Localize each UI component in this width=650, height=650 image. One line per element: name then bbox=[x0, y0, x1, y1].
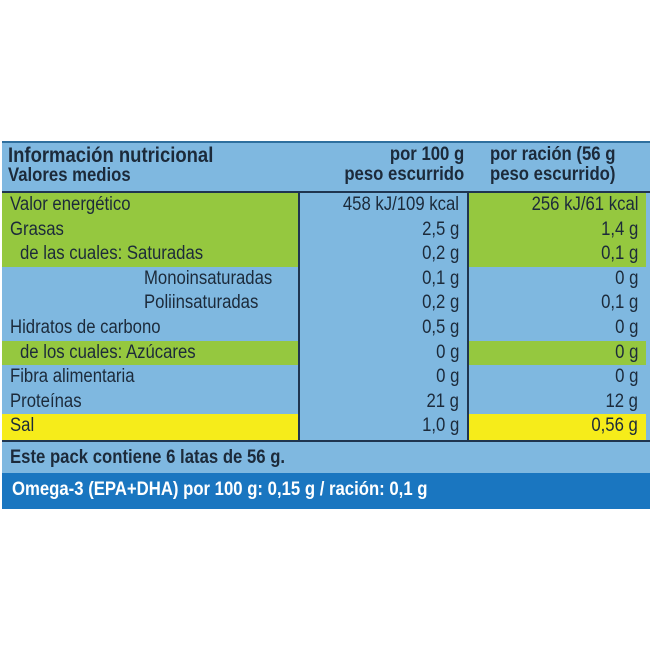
column-header-per-100g-line2: peso escurrido bbox=[344, 164, 464, 185]
nutrient-name: Valor energético bbox=[10, 194, 131, 215]
table-row-carbohydrates: Hidratos de carbono 0,5 g 0 g bbox=[2, 315, 650, 341]
nutrient-name: de los cuales: Azúcares bbox=[20, 341, 196, 363]
value-per-100g: 458 kJ/109 kcal bbox=[342, 194, 459, 215]
column-header-per-serving: por ración (56 g peso escurrido) bbox=[490, 145, 615, 185]
value-per-100g: 0,2 g bbox=[421, 292, 459, 314]
nutrient-name: Poliinsaturadas bbox=[144, 292, 259, 314]
table-row-protein: Proteínas 21 g 12 g bbox=[2, 389, 650, 415]
table-row-salt: Sal 1,0 g 0,56 g bbox=[2, 414, 650, 441]
value-per-100g: 0,1 g bbox=[421, 267, 459, 289]
value-per-serving: 12 g bbox=[605, 390, 638, 412]
nutrient-name: de las cuales: Saturadas bbox=[20, 243, 204, 265]
value-per-serving: 1,4 g bbox=[600, 218, 638, 240]
nutrient-name: Sal bbox=[10, 415, 35, 437]
value-per-100g: 0,5 g bbox=[421, 316, 459, 338]
pack-note-text: Este pack contiene 6 latas de 56 g. bbox=[10, 447, 286, 469]
column-header-per-100g-line1: por 100 g bbox=[389, 144, 464, 165]
nutrient-name: Proteínas bbox=[10, 390, 82, 412]
value-per-100g: 0 g bbox=[435, 341, 459, 363]
value-per-100g: 21 g bbox=[426, 390, 459, 412]
table-row-polyunsaturated: Poliinsaturadas 0,2 g 0,1 g bbox=[2, 291, 650, 316]
table-row-energy: Valor energético 458 kJ/109 kcal 256 kJ/… bbox=[2, 193, 650, 218]
value-per-serving: 256 kJ/61 kcal bbox=[531, 194, 638, 215]
label-title: Información nutricional bbox=[8, 144, 214, 167]
nutrient-name: Grasas bbox=[10, 218, 64, 240]
table-row-fat: Grasas 2,5 g 1,4 g bbox=[2, 217, 650, 243]
label-subtitle: Valores medios bbox=[8, 165, 131, 186]
table-row-saturated: de las cuales: Saturadas 0,2 g 0,1 g bbox=[2, 242, 650, 267]
nutrition-table-body: Valor energético 458 kJ/109 kcal 256 kJ/… bbox=[2, 193, 650, 443]
label-header: Información nutricional Valores medios p… bbox=[2, 143, 650, 193]
nutrient-name: Monoinsaturadas bbox=[144, 267, 273, 289]
nutrient-name: Fibra alimentaria bbox=[10, 366, 135, 388]
table-row-monounsaturated: Monoinsaturadas 0,1 g 0 g bbox=[2, 266, 650, 292]
column-header-per-serving-line1: por ración (56 g bbox=[490, 144, 616, 165]
value-per-serving: 0 g bbox=[614, 366, 638, 388]
value-per-serving: 0,1 g bbox=[600, 243, 638, 265]
pack-note: Este pack contiene 6 latas de 56 g. bbox=[2, 442, 650, 474]
value-per-100g: 2,5 g bbox=[421, 218, 459, 240]
nutrition-label: Información nutricional Valores medios p… bbox=[2, 141, 650, 510]
omega3-note: Omega-3 (EPA+DHA) por 100 g: 0,15 g / ra… bbox=[2, 473, 650, 510]
value-per-100g: 1,0 g bbox=[421, 415, 459, 437]
value-per-100g: 0,2 g bbox=[421, 243, 459, 265]
value-per-serving: 0 g bbox=[614, 316, 638, 338]
table-row-fiber: Fibra alimentaria 0 g 0 g bbox=[2, 365, 650, 390]
nutrient-name: Hidratos de carbono bbox=[10, 316, 161, 338]
value-per-serving: 0,1 g bbox=[600, 292, 638, 314]
table-row-sugars: de los cuales: Azúcares 0 g 0 g bbox=[2, 340, 650, 366]
omega3-note-text: Omega-3 (EPA+DHA) por 100 g: 0,15 g / ra… bbox=[12, 479, 428, 501]
value-per-serving: 0 g bbox=[614, 267, 638, 289]
value-per-100g: 0 g bbox=[435, 366, 459, 388]
column-header-per-serving-line2: peso escurrido) bbox=[490, 164, 616, 185]
column-header-per-100g: por 100 g peso escurrido bbox=[344, 145, 464, 185]
value-per-serving: 0 g bbox=[614, 341, 638, 363]
value-per-serving: 0,56 g bbox=[591, 415, 638, 437]
